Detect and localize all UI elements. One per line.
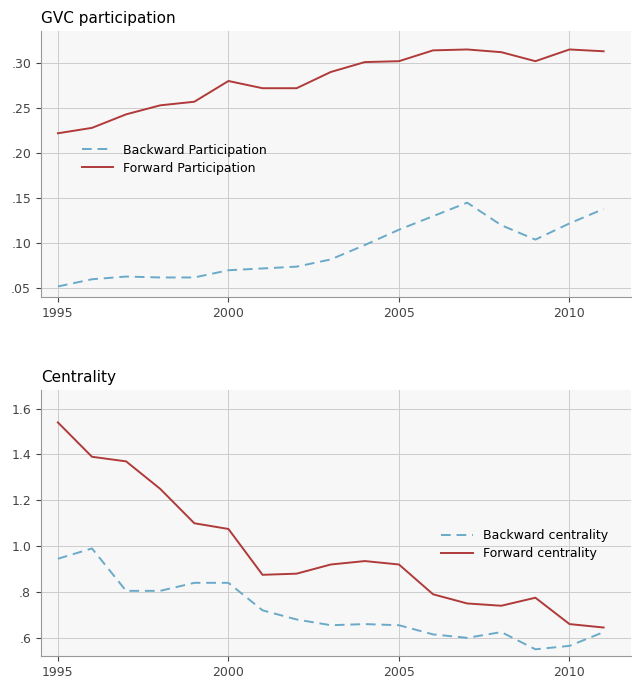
Legend: Backward Participation, Forward Participation: Backward Participation, Forward Particip… [76,139,272,179]
Text: GVC participation: GVC participation [41,11,175,26]
Text: Centrality: Centrality [41,370,116,385]
Legend: Backward centrality, Forward centrality: Backward centrality, Forward centrality [437,524,613,565]
